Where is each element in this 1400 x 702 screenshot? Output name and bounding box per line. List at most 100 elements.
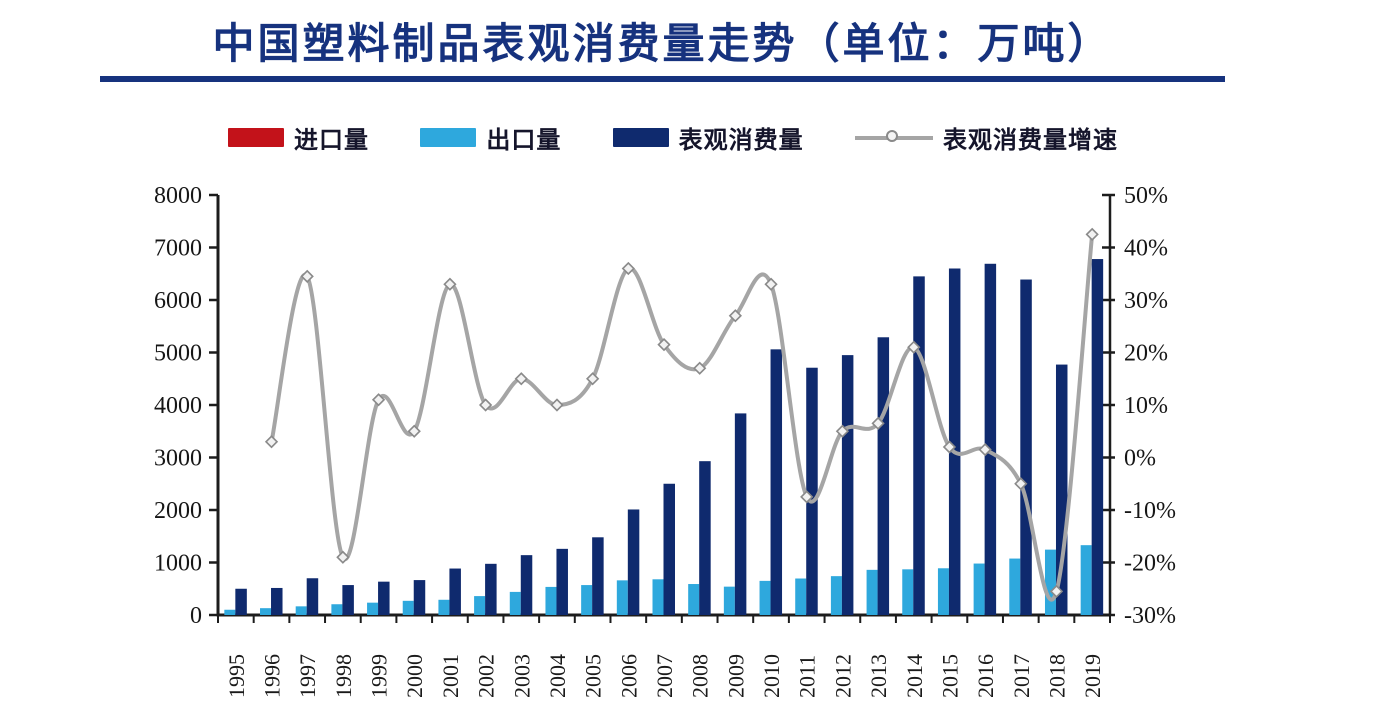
- bar-consumption-2019: [1091, 259, 1104, 615]
- growth-marker-2014: [907, 340, 921, 354]
- bar-consumption-2002: [485, 563, 497, 615]
- growth-line: [269, 234, 1095, 602]
- bar-export-2007: [652, 579, 664, 615]
- growth-marker-2016: [978, 442, 992, 457]
- bar-consumption-2016: [984, 263, 997, 615]
- growth-marker-2007: [657, 337, 671, 352]
- bar-export-2017: [1009, 558, 1021, 615]
- x-tick-label: 2019: [1080, 654, 1105, 698]
- x-tick-label: 2012: [830, 654, 855, 698]
- x-tick-label: 2014: [902, 654, 927, 698]
- x-tick-label: 2001: [438, 654, 463, 698]
- bar-consumption-2015: [948, 268, 961, 615]
- growth-marker-2002: [478, 398, 493, 412]
- x-tick-label: 2003: [509, 654, 534, 698]
- growth-marker-1999: [371, 393, 386, 407]
- bar-export-2000: [402, 600, 414, 615]
- y-right-tick-label: 50%: [1124, 183, 1168, 209]
- bar-consumption-1995: [235, 588, 247, 615]
- bar-export-2009: [723, 586, 735, 615]
- legend-item-consumption: 表观消费量: [612, 120, 804, 155]
- growth-marker-2005: [586, 372, 600, 386]
- y-left-tick-label: 8000: [154, 183, 202, 209]
- bar-export-2012: [830, 576, 842, 615]
- legend-label-export: 出口量: [486, 127, 562, 154]
- bar-consumption-2008: [699, 461, 711, 615]
- x-tick-label: 1996: [260, 654, 285, 698]
- growth-marker-2000: [407, 424, 421, 438]
- bar-export-2018: [1044, 549, 1056, 615]
- bar-consumption-2011: [806, 367, 818, 615]
- growth-marker-2017: [1014, 477, 1028, 491]
- x-tick-label: 2007: [652, 654, 677, 698]
- x-tick-label: 2013: [866, 654, 891, 698]
- bar-export-1995: [224, 609, 236, 615]
- y-left-tick-label: 3000: [154, 446, 202, 472]
- bar-export-2016: [973, 563, 985, 615]
- bar-consumption-2007: [663, 483, 675, 615]
- y-right-tick-label: -10%: [1124, 498, 1176, 524]
- bar-export-2014: [902, 569, 914, 615]
- growth-marker-1997: [300, 269, 314, 284]
- growth-marker-2011: [800, 490, 814, 504]
- legend-item-growth: 表观消费量增速: [854, 120, 1118, 155]
- y-right-tick-label: 30%: [1124, 288, 1168, 314]
- bar-export-2011: [795, 578, 807, 615]
- legend-label-consumption: 表观消费量: [678, 127, 804, 154]
- y-left-tick-label: 5000: [154, 341, 202, 367]
- y-right-tick-label: 20%: [1124, 341, 1168, 367]
- growth-marker-2019: [1085, 227, 1099, 242]
- growth-marker-1996: [264, 435, 279, 449]
- bar-consumption-1999: [378, 581, 390, 615]
- bar-consumption-2001: [449, 568, 461, 615]
- x-tick-label: 1999: [367, 654, 392, 698]
- bar-export-1997: [295, 606, 307, 615]
- x-tick-label: 2018: [1044, 654, 1069, 698]
- bar-consumption-2009: [734, 413, 747, 615]
- y-left-tick-label: 1000: [154, 551, 202, 577]
- y-right-tick-label: -20%: [1124, 551, 1176, 577]
- bar-consumption-2003: [520, 555, 533, 615]
- x-tick-label: 2006: [616, 654, 641, 698]
- bar-consumption-1996: [271, 587, 283, 615]
- growth-marker-2009: [728, 309, 742, 323]
- bar-consumption-2014: [913, 276, 925, 615]
- chart-title: 中国塑料制品表观消费量走势（单位：万吨）: [212, 20, 1113, 67]
- bar-export-2015: [937, 568, 949, 615]
- x-tick-label: 1997: [295, 654, 320, 698]
- growth-marker-1998: [336, 550, 350, 564]
- growth-marker-2004: [550, 398, 564, 412]
- bar-export-1998: [331, 604, 343, 615]
- x-tick-label: 2008: [688, 654, 713, 698]
- export-swatch-icon: [420, 128, 477, 147]
- consumption-swatch-icon: [612, 128, 669, 147]
- bar-export-1996: [260, 608, 272, 615]
- bar-export-2008: [688, 584, 700, 615]
- legend-label-import: 进口量: [294, 127, 369, 154]
- y-left-tick-label: 0: [190, 603, 202, 629]
- bar-export-2004: [545, 586, 557, 615]
- growth-marker-2008: [693, 361, 707, 375]
- y-right-tick-label: -30%: [1124, 603, 1176, 629]
- y-left-tick-label: 6000: [154, 288, 202, 314]
- x-tick-label: 2016: [973, 654, 998, 698]
- growth-marker-2013: [871, 416, 885, 431]
- bar-consumption-2010: [770, 349, 783, 615]
- x-tick-label: 2015: [937, 654, 962, 698]
- x-tick-label: 2000: [402, 654, 427, 698]
- bar-export-2003: [509, 591, 521, 615]
- x-tick-label: 2005: [581, 654, 606, 698]
- y-right-tick-label: 40%: [1124, 236, 1168, 262]
- bar-consumption-2017: [1020, 279, 1032, 615]
- bar-export-1999: [367, 602, 379, 615]
- x-tick-label: 1995: [224, 654, 249, 698]
- bar-consumption-2000: [413, 580, 426, 615]
- growth-marker-2012: [835, 424, 850, 438]
- bar-consumption-2006: [627, 509, 640, 615]
- x-tick-label: 2004: [545, 654, 570, 698]
- bar-consumption-2018: [1055, 364, 1068, 615]
- bar-consumption-1997: [306, 578, 319, 615]
- growth-line-swatch-icon: [854, 128, 933, 148]
